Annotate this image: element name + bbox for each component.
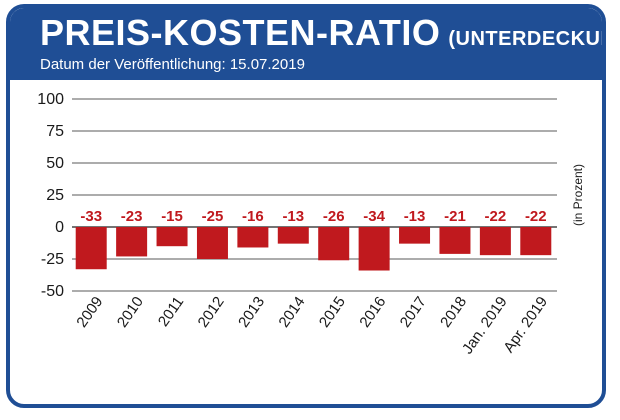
data-label: -16 [242,208,264,225]
bar [237,227,269,248]
x-tick-label: 2014 [275,294,308,331]
data-label: -15 [161,208,183,225]
chart-frame: PREIS-KOSTEN-RATIO (UNTERDECKUNG) Datum d… [6,4,606,408]
bar [277,227,309,244]
x-tick-label: 2017 [397,294,430,331]
publication-date: Datum der Veröffentlichung: 15.07.2019 [40,56,305,73]
x-tick-label: 2010 [114,294,147,331]
y-tick-label: 100 [37,91,64,108]
bar [399,227,431,244]
y-tick-label: 75 [46,123,64,140]
x-tick-label: 2012 [195,294,228,331]
x-tick-label: 2011 [155,294,187,330]
y-tick-label: 25 [46,187,64,204]
data-label: -13 [404,208,426,225]
x-tick-label: 2018 [437,294,470,331]
title-line: PREIS-KOSTEN-RATIO (UNTERDECKUNG) [40,12,602,54]
data-label: -34 [363,208,385,225]
y-tick-label: 50 [46,155,64,172]
chart-title-suffix: (UNTERDECKUNG) [448,28,602,50]
data-label: -23 [121,208,143,225]
y-tick-label: 0 [55,219,64,236]
x-tick-label: 2015 [316,294,349,331]
data-label: -22 [485,208,507,225]
bar [318,227,350,261]
bar [116,227,148,257]
data-label: -21 [444,208,466,225]
bar [156,227,188,247]
data-label: -13 [282,208,304,225]
y-axis-unit-label: (in Prozent) [571,164,585,226]
bar [439,227,471,254]
data-label: -26 [323,208,345,225]
bar [196,227,228,259]
bar [520,227,552,256]
chart-title: PREIS-KOSTEN-RATIO [40,12,441,53]
bar [479,227,511,256]
data-label: -33 [80,208,102,225]
x-tick-label: 2009 [73,294,106,331]
x-tick-label: 2013 [235,294,268,331]
chart-header: PREIS-KOSTEN-RATIO (UNTERDECKUNG) Datum d… [10,8,602,80]
y-tick-label: -25 [41,251,64,268]
data-label: -25 [202,208,224,225]
bar [75,227,107,270]
y-tick-label: -50 [41,283,64,300]
bar [358,227,390,271]
x-tick-label: 2016 [356,294,389,331]
data-label: -22 [525,208,547,225]
